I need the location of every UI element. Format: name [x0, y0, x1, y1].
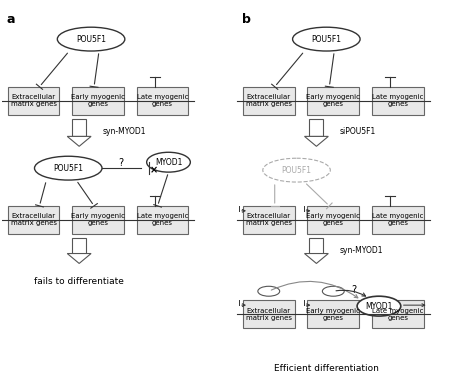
Text: POU5F1: POU5F1: [282, 166, 311, 175]
Text: Extracellular
matrix genes: Extracellular matrix genes: [246, 213, 292, 226]
Text: MYOD1: MYOD1: [155, 158, 182, 167]
Text: Extracellular
matrix genes: Extracellular matrix genes: [10, 94, 56, 107]
Ellipse shape: [57, 27, 125, 51]
Text: Extracellular
matrix genes: Extracellular matrix genes: [10, 213, 56, 226]
Text: ?: ?: [118, 158, 123, 168]
Ellipse shape: [292, 27, 360, 51]
Text: Late myogenic
genes: Late myogenic genes: [372, 94, 424, 107]
FancyBboxPatch shape: [310, 119, 323, 136]
Text: Late myogenic
genes: Late myogenic genes: [137, 94, 188, 107]
FancyBboxPatch shape: [308, 87, 359, 115]
FancyBboxPatch shape: [72, 87, 124, 115]
Text: Early myogenic
genes: Early myogenic genes: [71, 94, 125, 107]
FancyBboxPatch shape: [243, 206, 294, 234]
FancyBboxPatch shape: [308, 206, 359, 234]
Polygon shape: [67, 254, 91, 263]
Polygon shape: [67, 136, 91, 146]
Polygon shape: [304, 254, 328, 263]
Text: fails to differentiate: fails to differentiate: [34, 277, 124, 286]
Polygon shape: [304, 136, 328, 146]
Ellipse shape: [258, 286, 280, 296]
Text: ×: ×: [150, 165, 158, 175]
FancyBboxPatch shape: [72, 206, 124, 234]
Text: POU5F1: POU5F1: [76, 35, 106, 43]
FancyBboxPatch shape: [243, 87, 294, 115]
Text: ?: ?: [352, 285, 357, 295]
FancyBboxPatch shape: [372, 87, 424, 115]
Text: syn-MYOD1: syn-MYOD1: [103, 127, 146, 136]
FancyBboxPatch shape: [137, 206, 188, 234]
Text: syn-MYOD1: syn-MYOD1: [339, 246, 383, 255]
Text: Extracellular
matrix genes: Extracellular matrix genes: [246, 94, 292, 107]
Text: Efficient differentiation: Efficient differentiation: [274, 364, 379, 373]
Text: Extracellular
matrix genes: Extracellular matrix genes: [246, 308, 292, 321]
Ellipse shape: [146, 152, 191, 172]
Ellipse shape: [35, 156, 102, 180]
FancyBboxPatch shape: [8, 206, 59, 234]
FancyBboxPatch shape: [372, 206, 424, 234]
FancyBboxPatch shape: [72, 119, 86, 136]
Text: Late myogenic
genes: Late myogenic genes: [372, 308, 424, 321]
Ellipse shape: [263, 158, 330, 182]
Text: Early myogenic
genes: Early myogenic genes: [306, 94, 360, 107]
FancyBboxPatch shape: [243, 300, 294, 328]
Text: b: b: [242, 13, 251, 26]
Ellipse shape: [357, 296, 401, 316]
FancyBboxPatch shape: [308, 300, 359, 328]
Text: POU5F1: POU5F1: [311, 35, 341, 43]
FancyBboxPatch shape: [8, 87, 59, 115]
Text: Early myogenic
genes: Early myogenic genes: [306, 213, 360, 226]
Ellipse shape: [322, 286, 344, 296]
Text: a: a: [7, 13, 15, 26]
Text: Early myogenic
genes: Early myogenic genes: [71, 213, 125, 226]
FancyBboxPatch shape: [372, 300, 424, 328]
FancyBboxPatch shape: [137, 87, 188, 115]
Text: MYOD1: MYOD1: [365, 302, 392, 311]
Text: Late myogenic
genes: Late myogenic genes: [372, 213, 424, 226]
FancyBboxPatch shape: [72, 238, 86, 254]
Text: Late myogenic
genes: Late myogenic genes: [137, 213, 188, 226]
FancyBboxPatch shape: [310, 238, 323, 254]
Text: POU5F1: POU5F1: [53, 164, 83, 173]
Text: siPOU5F1: siPOU5F1: [339, 127, 375, 136]
Text: Early myogenic
genes: Early myogenic genes: [306, 308, 360, 321]
